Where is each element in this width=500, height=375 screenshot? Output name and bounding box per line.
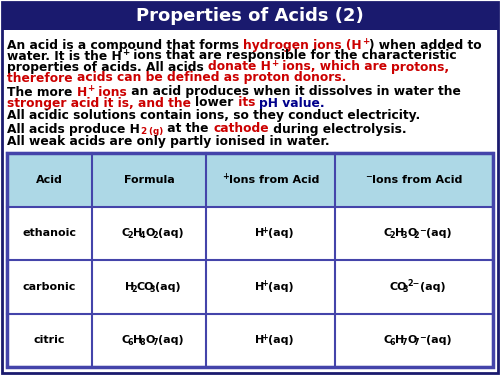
- Text: (g): (g): [146, 127, 163, 136]
- Text: 2: 2: [152, 231, 158, 240]
- Text: during electrolysis.: during electrolysis.: [268, 123, 406, 135]
- Text: All weak acids are only partly ionised in water.: All weak acids are only partly ionised i…: [7, 135, 330, 148]
- Text: (aq): (aq): [158, 335, 184, 345]
- Text: H: H: [124, 282, 134, 292]
- Text: −: −: [420, 333, 426, 342]
- Text: O: O: [407, 228, 416, 238]
- Text: protons,: protons,: [392, 60, 450, 74]
- Text: ions: ions: [94, 86, 127, 99]
- Text: +: +: [262, 279, 268, 288]
- Bar: [7, 153, 493, 207]
- Text: 6: 6: [390, 338, 395, 347]
- Text: donate H: donate H: [208, 60, 271, 74]
- Text: (aq): (aq): [155, 282, 180, 292]
- Text: C: C: [122, 335, 130, 345]
- Text: Ions from Acid: Ions from Acid: [228, 175, 319, 185]
- Text: 2−: 2−: [408, 279, 420, 288]
- Text: +: +: [262, 226, 268, 235]
- Text: +: +: [222, 172, 228, 181]
- Text: C: C: [384, 228, 392, 238]
- Text: ) when added to: ) when added to: [369, 39, 482, 51]
- Text: −: −: [420, 226, 426, 235]
- Text: +: +: [271, 59, 278, 68]
- Text: 2: 2: [128, 231, 134, 240]
- Text: H: H: [254, 335, 264, 345]
- Text: H: H: [134, 228, 142, 238]
- Text: ethanoic: ethanoic: [22, 228, 76, 238]
- Text: +: +: [87, 84, 94, 93]
- Text: 6: 6: [128, 338, 133, 347]
- Text: an acid produces when it dissolves in water the: an acid produces when it dissolves in wa…: [127, 86, 461, 99]
- Text: properties of acids. All acids: properties of acids. All acids: [7, 60, 208, 74]
- Text: (aq): (aq): [426, 335, 452, 345]
- Text: 7: 7: [152, 338, 158, 347]
- Text: 3: 3: [402, 285, 407, 294]
- Text: 2: 2: [389, 231, 395, 240]
- Text: hydrogen ions (H: hydrogen ions (H: [243, 39, 362, 51]
- Text: Ions from Acid: Ions from Acid: [372, 175, 462, 185]
- Text: ions that are responsible for the characteristic: ions that are responsible for the charac…: [129, 50, 456, 63]
- Text: carbonic: carbonic: [23, 282, 76, 292]
- Bar: [2, 2, 498, 30]
- Text: Properties of Acids (2): Properties of Acids (2): [136, 7, 364, 25]
- Text: 3: 3: [150, 285, 155, 294]
- Text: H: H: [76, 86, 87, 99]
- Text: Acid: Acid: [36, 175, 63, 185]
- Text: H: H: [395, 228, 404, 238]
- Text: pH value.: pH value.: [259, 96, 325, 109]
- Bar: [7, 260, 493, 314]
- Text: O: O: [146, 335, 155, 345]
- Text: +: +: [262, 333, 268, 342]
- Text: (aq): (aq): [268, 228, 293, 238]
- Text: H: H: [254, 282, 264, 292]
- Text: H: H: [395, 335, 404, 345]
- Text: cathode: cathode: [213, 123, 268, 135]
- Text: 3: 3: [402, 231, 407, 240]
- Text: (aq): (aq): [268, 282, 293, 292]
- Text: 2: 2: [132, 285, 137, 294]
- Text: +: +: [362, 37, 369, 46]
- Text: All acidic solutions contain ions, so they conduct electricity.: All acidic solutions contain ions, so th…: [7, 110, 420, 123]
- Text: 4: 4: [140, 231, 145, 240]
- Bar: [7, 153, 493, 367]
- Text: (aq): (aq): [420, 282, 446, 292]
- Text: Formula: Formula: [124, 175, 174, 185]
- Text: O: O: [407, 335, 416, 345]
- Text: 8: 8: [140, 338, 145, 347]
- Text: The more: The more: [7, 86, 76, 99]
- Text: 7: 7: [414, 338, 420, 347]
- Text: H: H: [254, 228, 264, 238]
- Text: An acid is a compound that forms: An acid is a compound that forms: [7, 39, 243, 51]
- Text: citric: citric: [34, 335, 66, 345]
- Text: 2: 2: [414, 231, 420, 240]
- Text: +: +: [122, 48, 129, 57]
- Text: All acids produce H: All acids produce H: [7, 123, 140, 135]
- Bar: [7, 314, 493, 367]
- Text: −: −: [365, 172, 372, 181]
- Text: 7: 7: [402, 338, 407, 347]
- Text: lower: lower: [195, 96, 234, 109]
- Bar: [7, 207, 493, 260]
- Text: (aq): (aq): [268, 335, 293, 345]
- Text: C: C: [384, 335, 392, 345]
- Text: at the: at the: [163, 123, 213, 135]
- Text: water. It is the H: water. It is the H: [7, 50, 122, 63]
- Text: (aq): (aq): [426, 228, 452, 238]
- Text: CO: CO: [390, 282, 407, 292]
- Text: (aq): (aq): [158, 228, 184, 238]
- Text: C: C: [122, 228, 130, 238]
- Text: H: H: [133, 335, 142, 345]
- Text: ions, which are: ions, which are: [278, 60, 392, 74]
- Text: acids can be defined as proton donors.: acids can be defined as proton donors.: [77, 72, 346, 84]
- Text: stronger acid it is, and the: stronger acid it is, and the: [7, 96, 195, 109]
- Text: therefore: therefore: [7, 72, 77, 84]
- Text: CO: CO: [137, 282, 154, 292]
- Text: its: its: [234, 96, 259, 109]
- Text: 2: 2: [140, 127, 146, 136]
- Text: O: O: [146, 228, 155, 238]
